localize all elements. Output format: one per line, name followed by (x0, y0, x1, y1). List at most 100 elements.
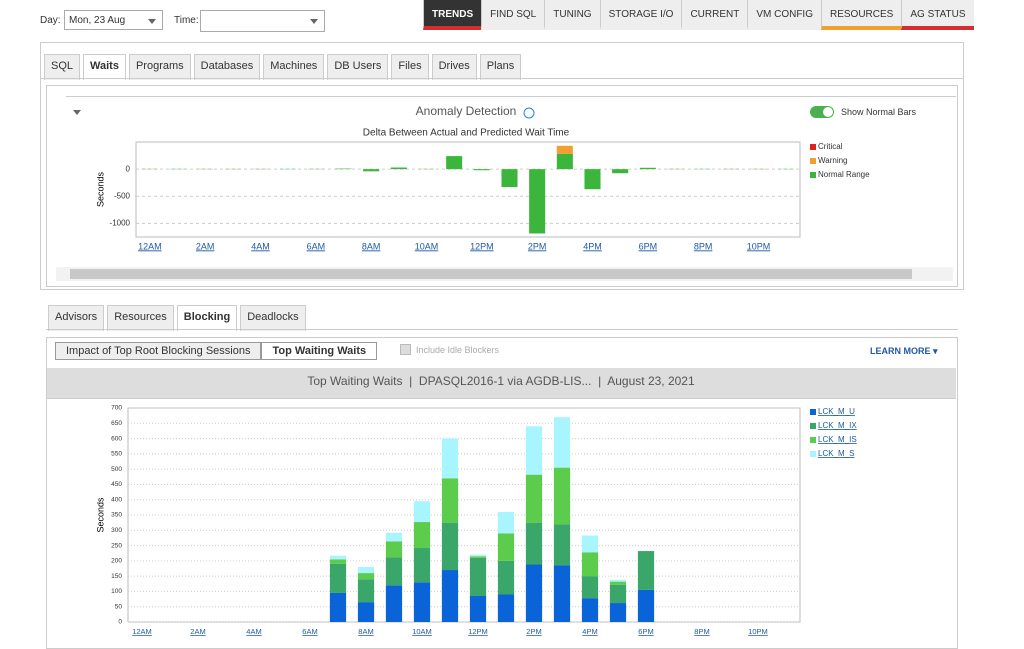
learn-more-text[interactable]: LEARN MORE (870, 346, 931, 356)
bar (498, 594, 514, 622)
bar (610, 585, 626, 603)
x-tick-label: 8AM (358, 627, 373, 636)
x-tick-label: 6PM (638, 627, 653, 636)
y-tick-label: 650 (111, 420, 122, 427)
x-tick-label: 12AM (132, 627, 152, 636)
bar (498, 512, 514, 533)
y-tick-label: 100 (111, 588, 122, 595)
bar (610, 580, 626, 582)
bar (386, 585, 402, 622)
x-tick-label: 8PM (694, 241, 713, 251)
y-tick-label: 400 (111, 496, 122, 503)
subtab-line (46, 329, 958, 330)
bar (386, 541, 402, 557)
bar (557, 154, 573, 169)
bar (610, 582, 626, 585)
x-tick-label: 8AM (362, 241, 381, 251)
legend-swatch (810, 451, 816, 457)
bar (554, 565, 570, 622)
bar (612, 169, 628, 173)
x-tick-label: 8PM (694, 627, 709, 636)
bar (470, 558, 486, 596)
bar (554, 468, 570, 525)
plot-area (136, 142, 800, 237)
bar (414, 522, 430, 548)
bar (470, 555, 486, 557)
bar (526, 565, 542, 622)
bar (470, 596, 486, 622)
bar (386, 557, 402, 585)
subtab[interactable]: Blocking (177, 305, 237, 331)
bar (638, 551, 654, 590)
x-tick-label: 12PM (468, 627, 488, 636)
bar (582, 552, 598, 576)
subtab[interactable]: Deadlocks (240, 305, 305, 331)
x-tick-label: 12AM (138, 241, 162, 251)
info-icon (524, 108, 534, 118)
x-tick-label: 2PM (528, 241, 547, 251)
bar (638, 590, 654, 622)
x-tick-label: 2AM (196, 241, 215, 251)
bar (529, 169, 545, 233)
y-tick-label: 50 (115, 603, 123, 610)
legend-label: LCK_M_IX (818, 421, 857, 430)
y-tick-label: 450 (111, 481, 122, 488)
legend-swatch (810, 158, 816, 164)
view-button[interactable]: Top Waiting Waits (261, 342, 377, 360)
checkbox-label: Include Idle Blockers (416, 345, 499, 355)
bar (582, 576, 598, 598)
bar (358, 579, 374, 602)
bar (414, 582, 430, 622)
bar (498, 533, 514, 561)
checkbox[interactable] (400, 344, 411, 355)
bar (330, 593, 346, 622)
learn-more[interactable]: LEARN MORE ▾ (870, 346, 938, 357)
subtab[interactable]: Resources (107, 305, 174, 331)
y-axis-label: Seconds (95, 171, 105, 207)
x-tick-label: 10PM (748, 627, 768, 636)
x-tick-label: 10PM (747, 241, 771, 251)
legend-swatch (810, 423, 816, 429)
waits-chart: Top Waiting Waits | DPASQL2016-1 via AGD… (0, 360, 1024, 640)
x-tick-label: 4AM (246, 627, 261, 636)
y-tick-label: 0 (126, 164, 131, 173)
bar (442, 439, 458, 479)
legend-label: LCK_M_U (818, 407, 855, 416)
x-tick-label: 4AM (251, 241, 270, 251)
bar (582, 598, 598, 622)
bar (554, 524, 570, 565)
bar (442, 570, 458, 622)
legend-label: LCK_M_S (818, 449, 854, 458)
x-tick-label: 6PM (639, 241, 658, 251)
bar (442, 478, 458, 522)
bar (610, 603, 626, 622)
chart-title: Top Waiting Waits | DPASQL2016-1 via AGD… (307, 374, 695, 388)
y-tick-label: 550 (111, 451, 122, 458)
legend-label: Normal Range (818, 170, 870, 179)
bar (526, 523, 542, 565)
bar (414, 501, 430, 522)
y-tick-label: 0 (118, 619, 122, 626)
x-tick-label: 4PM (583, 241, 602, 251)
y-tick-label: 200 (111, 558, 122, 565)
x-tick-label: 12PM (470, 241, 494, 251)
y-tick-label: 600 (111, 435, 122, 442)
bar (501, 169, 517, 187)
legend-swatch (810, 172, 816, 178)
legend-swatch (810, 409, 816, 415)
bar (330, 564, 346, 593)
bar (470, 556, 486, 558)
bar (358, 573, 374, 579)
legend-label: Warning (818, 156, 848, 165)
bar (358, 602, 374, 622)
y-tick-label: 150 (111, 573, 122, 580)
bar (474, 169, 490, 170)
subtab[interactable]: Advisors (48, 305, 104, 331)
legend-swatch (810, 437, 816, 443)
bar (330, 556, 346, 560)
view-button[interactable]: Impact of Top Root Blocking Sessions (55, 342, 261, 360)
chart-subtitle: Delta Between Actual and Predicted Wait … (363, 128, 570, 139)
